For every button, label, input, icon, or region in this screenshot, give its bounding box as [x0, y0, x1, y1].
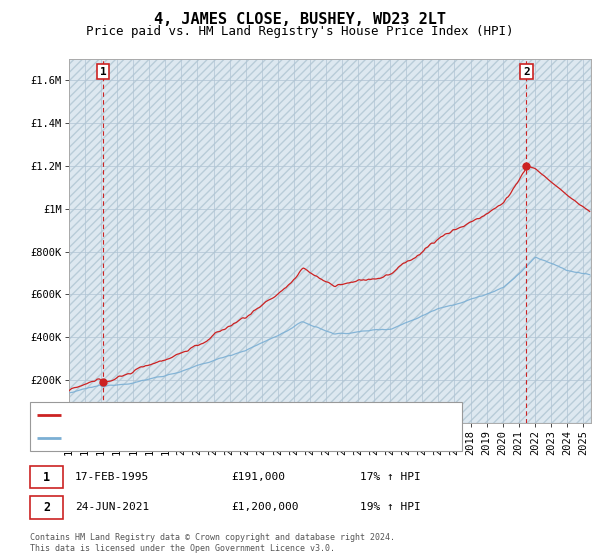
Text: HPI: Average price, detached house, Hertsmere: HPI: Average price, detached house, Hert… [65, 433, 335, 444]
Text: Price paid vs. HM Land Registry's House Price Index (HPI): Price paid vs. HM Land Registry's House … [86, 25, 514, 38]
Text: Contains HM Land Registry data © Crown copyright and database right 2024.
This d: Contains HM Land Registry data © Crown c… [30, 533, 395, 553]
Text: 17% ↑ HPI: 17% ↑ HPI [360, 472, 421, 482]
Text: 2: 2 [523, 67, 530, 77]
Text: 19% ↑ HPI: 19% ↑ HPI [360, 502, 421, 512]
Text: 1: 1 [43, 470, 50, 484]
Text: 4, JAMES CLOSE, BUSHEY, WD23 2LT: 4, JAMES CLOSE, BUSHEY, WD23 2LT [154, 12, 446, 27]
Text: £191,000: £191,000 [231, 472, 285, 482]
Text: 4, JAMES CLOSE, BUSHEY, WD23 2LT (detached house): 4, JAMES CLOSE, BUSHEY, WD23 2LT (detach… [65, 410, 359, 421]
Text: 1: 1 [100, 67, 106, 77]
Text: 2: 2 [43, 501, 50, 514]
Text: 17-FEB-1995: 17-FEB-1995 [75, 472, 149, 482]
Text: 24-JUN-2021: 24-JUN-2021 [75, 502, 149, 512]
Bar [69, 59, 591, 423]
Text: £1,200,000: £1,200,000 [231, 502, 299, 512]
